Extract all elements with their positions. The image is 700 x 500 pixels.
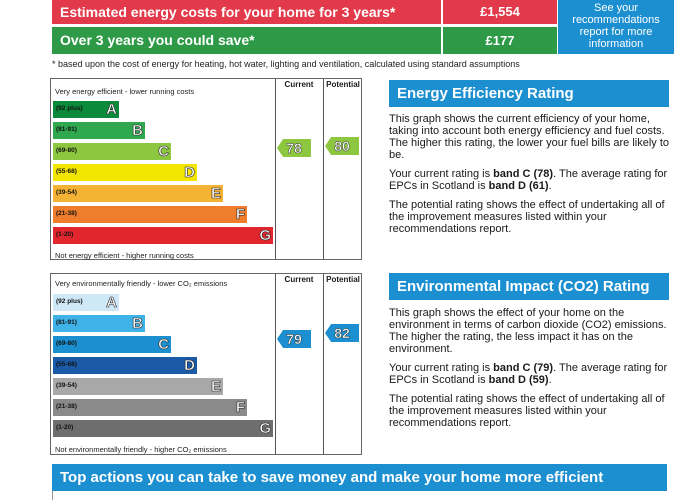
env-average-band: band D (59) — [488, 374, 549, 386]
env-band-range: (69-80) — [56, 340, 77, 347]
env-band-g: (1-20) G — [53, 420, 273, 437]
env-band-range: (81-91) — [56, 319, 77, 326]
energy-band-range: (81-91) — [56, 126, 77, 133]
env-top-caption: Very environmentally friendly - lower CO… — [55, 279, 228, 288]
energy-band-range: (69-80) — [56, 147, 77, 154]
cost-footnote: * based upon the cost of energy for heat… — [52, 59, 520, 69]
savings-label: Over 3 years you could save* — [52, 27, 441, 54]
energy-band-b: (81-91) B — [53, 122, 145, 139]
top-actions-heading: Top actions you can take to save money a… — [52, 464, 667, 491]
estimated-costs-label: Estimated energy costs for your home for… — [52, 0, 441, 24]
energy-band-letter: A — [106, 101, 117, 119]
environmental-impact-chart: Very environmentally friendly - lower CO… — [50, 273, 362, 455]
energy-band-letter: B — [132, 122, 143, 140]
savings-value: £177 — [443, 27, 557, 54]
energy-band-range: (55-68) — [56, 168, 77, 175]
env-band-letter: B — [132, 315, 143, 333]
env-current-header: Current — [284, 275, 314, 284]
energy-current-header: Current — [284, 80, 314, 89]
top-actions-table-edge — [52, 491, 667, 500]
energy-band-f: (21-38) F — [53, 206, 247, 223]
env-potential-header: Potential — [326, 275, 360, 284]
energy-bottom-caption: Not energy efficient - higher running co… — [55, 251, 194, 260]
energy-band-letter: C — [158, 143, 169, 161]
eer-paragraph-2: Your current rating is band C (78). The … — [389, 168, 668, 192]
env-band-letter: C — [158, 336, 169, 354]
energy-band-range: (21-38) — [56, 210, 77, 217]
energy-band-letter: F — [235, 206, 246, 224]
env-band-letter: F — [235, 399, 246, 417]
env-band-d: (55-68) D — [53, 357, 197, 374]
energy-band-range: (39-54) — [56, 189, 77, 196]
env-band-range: (1-20) — [56, 424, 74, 431]
env-band-b: (81-91) B — [53, 315, 145, 332]
env-paragraph-3: The potential rating shows the effect of… — [389, 393, 665, 429]
env-bottom-caption: Not environmentally friendly - higher CO… — [55, 445, 227, 454]
eer-paragraph-1: This graph shows the current efficiency … — [389, 113, 670, 161]
energy-band-a: (92 plus) A — [53, 101, 119, 118]
env-band-letter: D — [184, 357, 195, 375]
environmental-impact-title: Environmental Impact (CO2) Rating — [389, 273, 669, 300]
env-band-range: (21-38) — [56, 403, 77, 410]
energy-efficiency-text: This graph shows the current efficiency … — [389, 113, 679, 242]
env-band-a: (92 plus) A — [53, 294, 119, 311]
estimated-costs-value: £1,554 — [443, 0, 557, 24]
energy-efficiency-title: Energy Efficiency Rating — [389, 80, 669, 107]
env-current-rating-arrow: 79 — [277, 330, 311, 348]
energy-current-rating-arrow: 78 — [277, 139, 311, 157]
energy-band-d: (55-68) D — [53, 164, 197, 181]
savings-row: Over 3 years you could save* £177 — [52, 27, 557, 54]
env-band-letter: A — [106, 294, 117, 312]
env-paragraph-1: This graph shows the effect of your home… — [389, 307, 667, 355]
energy-band-e: (39-54) E — [53, 185, 223, 202]
env-current-band: band C (79) — [493, 362, 554, 374]
env-band-range: (92 plus) — [56, 298, 83, 305]
energy-top-caption: Very energy efficient - lower running co… — [55, 87, 195, 96]
energy-band-letter: E — [210, 185, 222, 203]
eer-current-band: band C (78) — [493, 168, 554, 180]
energy-band-range: (92 plus) — [56, 105, 83, 112]
energy-band-range: (1-20) — [56, 231, 74, 238]
energy-efficiency-chart: Very energy efficient - lower running co… — [50, 78, 362, 260]
environmental-impact-text: This graph shows the effect of your home… — [389, 307, 679, 436]
estimated-costs-row: Estimated energy costs for your home for… — [52, 0, 557, 27]
env-band-letter: G — [259, 420, 271, 438]
env-band-range: (55-68) — [56, 361, 77, 368]
env-band-e: (39-54) E — [53, 378, 223, 395]
env-potential-rating-arrow: 82 — [325, 324, 359, 342]
energy-band-letter: G — [259, 227, 271, 245]
energy-potential-rating-arrow: 80 — [325, 137, 359, 155]
see-recommendations-box[interactable]: See your recommendations report for more… — [558, 0, 674, 54]
energy-band-g: (1-20) G — [53, 227, 273, 244]
env-band-f: (21-38) F — [53, 399, 247, 416]
eer-paragraph-3: The potential rating shows the effect of… — [389, 199, 665, 235]
energy-band-c: (69-80) C — [53, 143, 171, 160]
energy-band-letter: D — [184, 164, 195, 182]
env-band-letter: E — [210, 378, 222, 396]
env-band-c: (69-80) C — [53, 336, 171, 353]
env-band-range: (39-54) — [56, 382, 77, 389]
energy-potential-header: Potential — [326, 80, 360, 89]
env-paragraph-2: Your current rating is band C (79). The … — [389, 362, 668, 386]
eer-average-band: band D (61) — [488, 180, 549, 192]
